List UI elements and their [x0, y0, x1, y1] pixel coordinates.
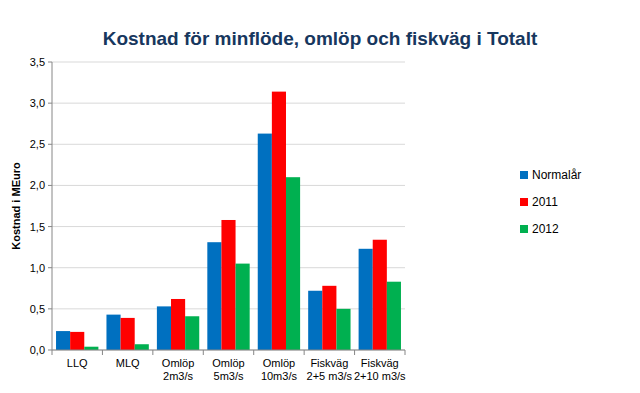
x-tick-label: Omlöp10m3/s — [261, 357, 298, 382]
bar — [106, 315, 120, 350]
bar — [207, 242, 221, 350]
x-tick-label-line: 2+10 m3/s — [354, 370, 406, 382]
y-axis-label: Kostnad i MEuro — [10, 162, 22, 250]
y-tick-label: 1,0 — [30, 262, 45, 274]
y-tick-label: 1,5 — [30, 221, 45, 233]
y-tick-label: 3,5 — [30, 56, 45, 68]
x-tick-label-line: 5m3/s — [214, 370, 244, 382]
background — [0, 0, 640, 393]
x-separator — [405, 350, 406, 355]
legend-swatch — [520, 198, 528, 206]
x-tick-label-line: Omlöp — [162, 357, 194, 369]
x-axis — [52, 350, 405, 351]
x-tick-label: Fiskväg2+5 m3/s — [307, 357, 353, 382]
grid — [52, 62, 405, 350]
bar — [171, 299, 185, 350]
legend-swatch — [520, 171, 528, 179]
bar — [322, 286, 336, 350]
y-tick-label: 0,5 — [30, 303, 45, 315]
bar — [272, 92, 286, 350]
y-tick-label: 2,5 — [30, 138, 45, 150]
y-tick — [48, 144, 52, 145]
grid-line — [52, 103, 405, 104]
grid-line — [52, 350, 405, 351]
x-tick-label-line: Omlöp — [263, 357, 295, 369]
x-tick-label-line: Fiskväg — [361, 357, 399, 369]
x-tick-label: LLQ — [67, 357, 88, 369]
bar — [308, 291, 322, 350]
bar — [387, 282, 401, 350]
grid-line — [52, 62, 405, 63]
bar — [135, 344, 149, 350]
x-tick-label-line: 2+5 m3/s — [307, 370, 353, 382]
y-tick-label: 3,0 — [30, 97, 45, 109]
x-separator — [354, 350, 355, 355]
x-separator — [253, 350, 254, 355]
x-tick-label: Omlöp2m3/s — [162, 357, 194, 382]
bar — [258, 134, 272, 350]
legend-swatch — [520, 225, 528, 233]
bar — [336, 309, 350, 350]
bars — [56, 92, 401, 350]
y-tick-label: 2,0 — [30, 179, 45, 191]
y-tick — [48, 185, 52, 186]
x-tick-label-line: 2m3/s — [163, 370, 193, 382]
y-axis — [52, 62, 53, 350]
y-tick — [48, 226, 52, 227]
y-tick — [48, 62, 52, 63]
bar — [157, 306, 171, 350]
x-separator — [52, 350, 53, 355]
bar — [56, 331, 70, 350]
y-tick — [48, 103, 52, 104]
bar — [70, 332, 84, 350]
bar — [236, 264, 250, 350]
x-separator — [203, 350, 204, 355]
x-separator — [102, 350, 103, 355]
title: Kostnad för minflöde, omlöp och fiskväg … — [103, 28, 538, 49]
bar — [121, 318, 135, 350]
x-tick-label: MLQ — [116, 357, 140, 369]
chart: Kostnad för minflöde, omlöp och fiskväg … — [0, 0, 640, 393]
legend-label: 2011 — [532, 195, 558, 209]
y-tick — [48, 308, 52, 309]
x-tick-label: Fiskväg2+10 m3/s — [354, 357, 406, 382]
legend: Normalår 2011 2012 — [520, 168, 581, 236]
legend-label: 2012 — [532, 222, 559, 236]
x-tick-label-line: 10m3/s — [261, 370, 298, 382]
x-tick-label: Omlöp5m3/s — [212, 357, 244, 382]
bar — [359, 249, 373, 350]
x-separator — [152, 350, 153, 355]
x-tick-label-line: Omlöp — [212, 357, 244, 369]
legend-label: Normalår — [532, 168, 581, 182]
y-tick — [48, 350, 52, 351]
y-tick-label: 0,0 — [30, 344, 45, 356]
bar — [221, 220, 235, 350]
y-tick — [48, 267, 52, 268]
grid-line — [52, 144, 405, 145]
bar — [286, 177, 300, 350]
x-separator — [304, 350, 305, 355]
bar — [373, 240, 387, 350]
bar — [185, 316, 199, 350]
grid-line — [52, 185, 405, 186]
x-tick-label-line: Fiskväg — [310, 357, 348, 369]
